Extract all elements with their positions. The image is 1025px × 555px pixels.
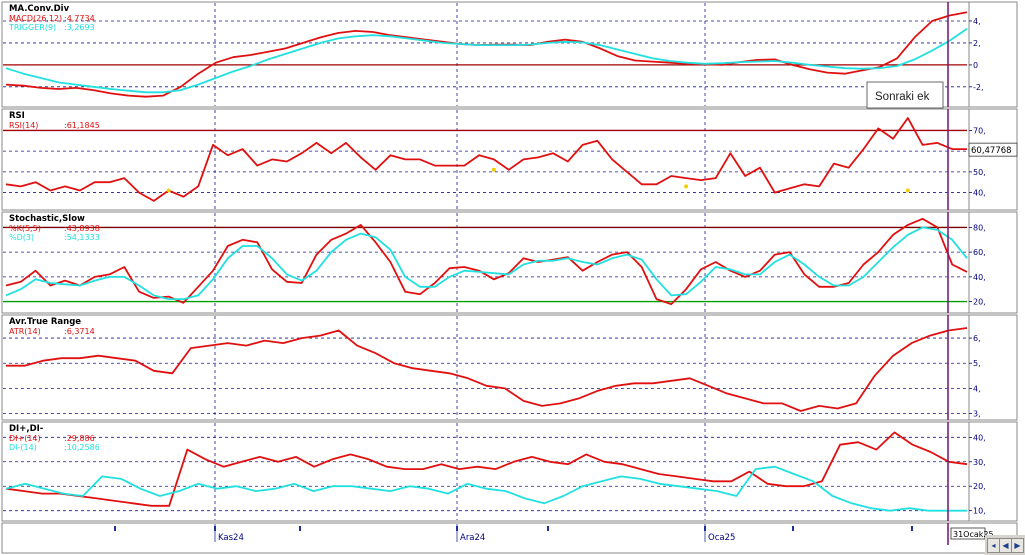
legend-label: %K(5,5) [9,224,41,233]
panel-title: RSI [9,111,25,121]
x-axis-label: Ara24 [460,533,485,543]
series-line-0 [5,431,968,507]
panel-frame [1,421,1018,522]
x-tick [911,526,913,531]
y-tick-label: 10, [973,507,986,516]
panel-title: MA.Conv.Div [9,4,70,14]
legend-label: %D(3) [9,233,34,242]
legend-label: MACD(26,12) [9,14,62,23]
legend-label: ATR(14) [9,327,41,336]
panel-frame [1,211,1018,314]
series-line-1 [5,27,968,94]
y-tick-label: 60, [973,248,986,257]
panel-frame [1,314,1018,421]
panel-frame [1,1,1018,108]
panel-frame [1,108,1018,211]
current-value-label: 60,47768 [971,146,1012,156]
panel-title: DI+,DI- [9,424,44,434]
signal-marker [905,188,910,193]
y-tick-label: 4, [973,384,981,393]
legend-label: RSI(14) [9,121,38,130]
x-tick [299,526,301,531]
signal-marker [491,167,496,172]
x-axis: Kas24 Ara24 Oca25 31Ocak25 [1,522,1018,554]
series-line-0 [5,117,967,202]
x-tick [114,526,116,531]
x-axis-label: Kas24 [218,533,244,543]
series-line-1 [5,465,967,512]
signal-marker [166,188,171,193]
x-tick [547,526,549,531]
legend-value: :43,8938 [64,224,100,233]
y-tick-label: 40, [973,433,986,442]
legend-value: :61,1845 [64,121,100,130]
y-tick-label: 30, [973,458,986,467]
series-line-0 [5,217,968,305]
y-tick-label: 80, [973,223,986,232]
tooltip: Sonraki ek [866,81,944,109]
tooltip-text: Sonraki ek [875,91,930,103]
legend-value: :4,7734 [64,14,95,23]
y-tick-label: 0 [973,61,978,70]
legend-value: :29,886 [64,434,95,443]
panel-title: Avr.True Range [9,317,81,327]
legend-value: :6,3714 [64,327,95,336]
series-line-0 [6,327,968,412]
legend-value: :10,2586 [64,443,100,452]
chart-scrollbar[interactable]: ◂ ◀ ▶ [985,535,1025,555]
y-tick-label: -2, [973,83,984,92]
tooltip-box [866,81,944,109]
x-axis-label: Oca25 [708,533,735,543]
y-tick-label: 40, [973,273,986,282]
current-date-label: 31Ocak25 [953,530,994,539]
signal-marker [684,184,689,189]
legend-label: TRIGGER(9) [8,23,56,32]
legend-label: DI+(14) [9,434,41,443]
y-tick-label: 2, [973,39,981,48]
panel-dmi: 40, 30, 20, 10, DI+,DI-DI+(14) :29,886 DI-(14)… [1,421,1018,522]
y-tick-label: 20, [973,298,986,307]
panel-stoch: 80, 60, 40, 20, Stochastic,Slow%K(5,5) :43,89… [1,211,1018,314]
series-line-1 [5,226,968,300]
y-tick-label: 3, [973,409,981,418]
x-axis-frame [1,522,1018,554]
legend-value: :54,1333 [64,233,100,242]
y-tick-label: 40, [973,189,986,198]
y-tick-label: 20, [973,482,986,491]
y-tick-label: 5, [973,359,981,368]
y-tick-label: 4, [973,17,981,26]
legend-label: DI-(14) [9,443,37,452]
current-value-box [968,142,1018,157]
x-tick [792,526,794,531]
y-tick-label: 50, [973,168,986,177]
legend-value: :3,2693 [64,23,95,32]
y-tick-label: 70, [973,126,986,135]
current-date-box [950,527,986,540]
panel-title: Stochastic,Slow [9,214,85,224]
scroll-right-icon[interactable]: ▶ [1011,538,1024,553]
y-tick-label: 6, [973,334,981,343]
